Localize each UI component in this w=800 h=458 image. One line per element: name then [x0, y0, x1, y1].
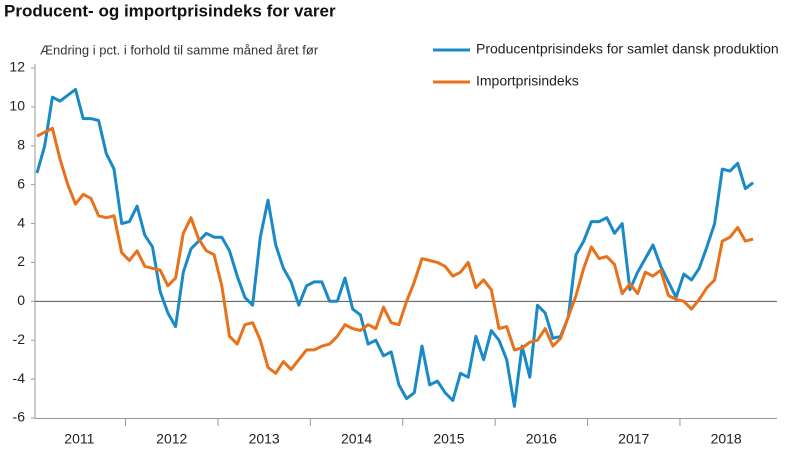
legend-label: Importprisindeks: [476, 73, 579, 89]
x-tick-label: 2013: [249, 431, 280, 447]
y-tick-label: 2: [17, 253, 25, 269]
x-tick-label: 2016: [526, 431, 557, 447]
y-tick-label: 8: [17, 136, 25, 152]
y-tick-label: 0: [17, 292, 25, 308]
x-tick-label: 2011: [64, 431, 94, 447]
y-tick-label: 12: [9, 59, 25, 75]
chart-title: Producent- og importprisindeks for varer: [4, 1, 336, 20]
y-tick-label: -6: [13, 409, 26, 425]
y-tick-label: -2: [13, 331, 26, 347]
series-line: [36, 126, 754, 375]
y-tick-label: 10: [9, 98, 25, 114]
y-tick-label: -4: [13, 370, 26, 386]
x-tick-label: 2017: [618, 431, 649, 447]
x-tick-label: 2014: [341, 431, 372, 447]
x-tick-label: 2012: [156, 431, 187, 447]
y-tick-label: 6: [17, 175, 25, 191]
y-axis-label: Ændring i pct. i forhold til samme måned…: [40, 42, 319, 57]
y-tick-label: 4: [17, 214, 25, 230]
legend-label: Producentprisindeks for samlet dansk pro…: [476, 41, 779, 57]
x-tick-label: 2015: [433, 431, 464, 447]
x-tick-label: 2018: [711, 431, 742, 447]
series-line: [35, 87, 755, 408]
